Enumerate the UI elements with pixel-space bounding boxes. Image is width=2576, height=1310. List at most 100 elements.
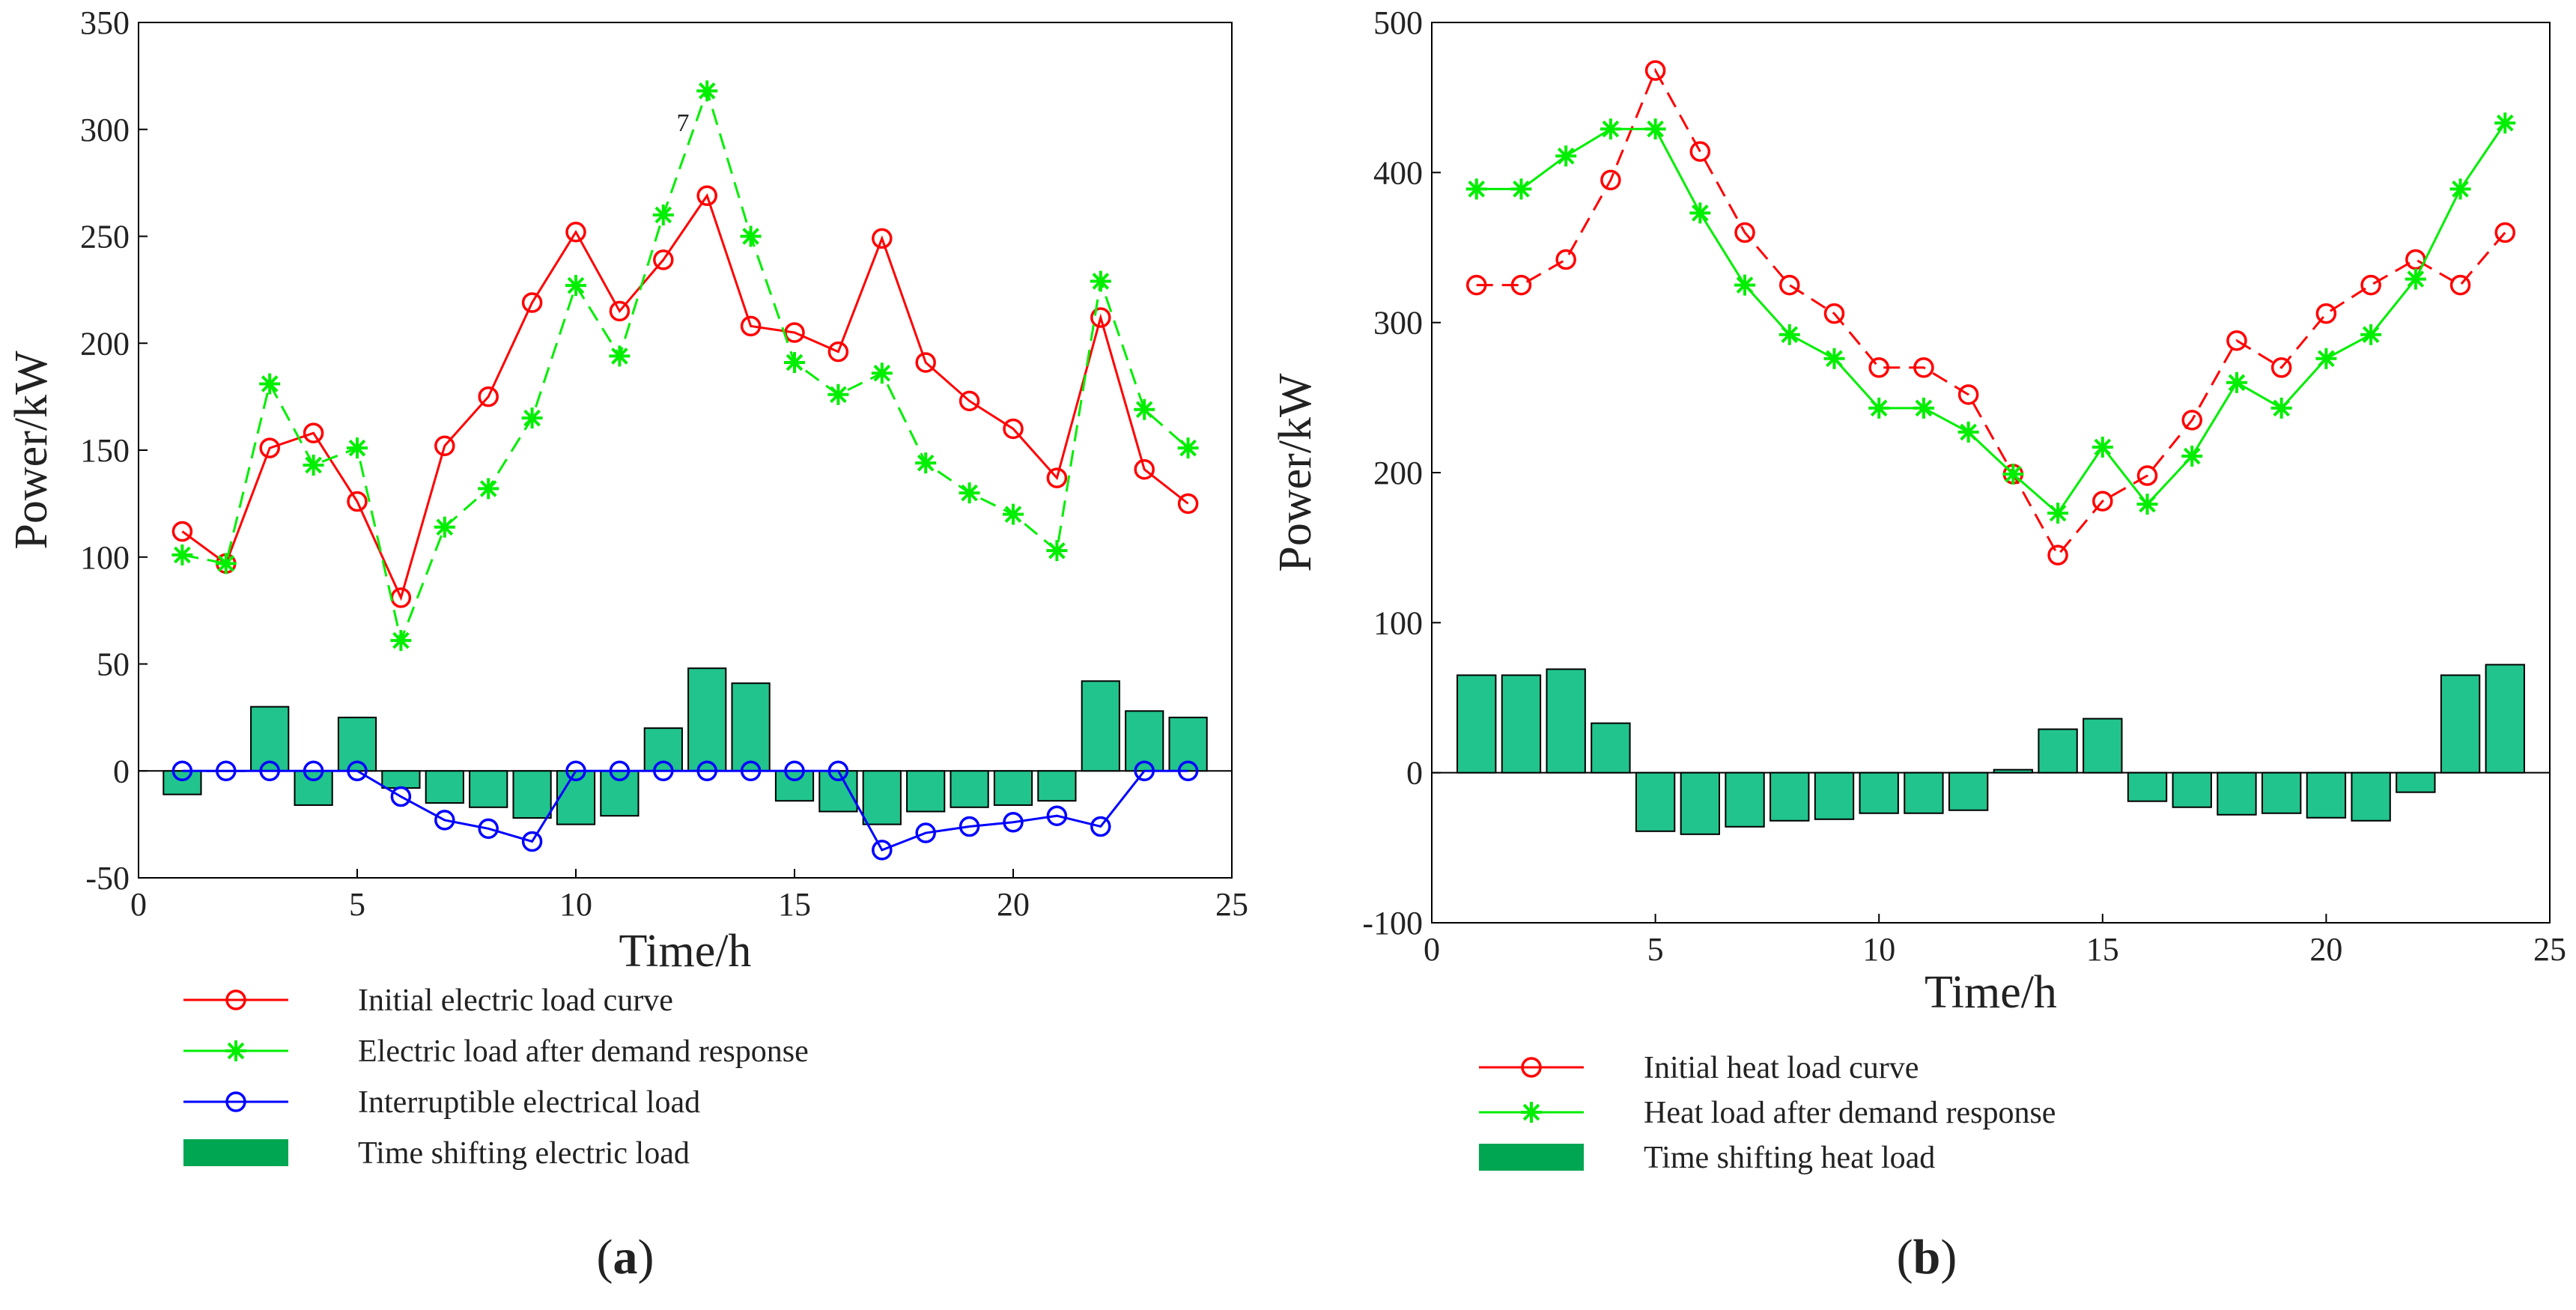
bar — [469, 770, 508, 808]
bar — [1904, 771, 1944, 814]
data-point-star — [2047, 503, 2069, 524]
bar — [993, 770, 1033, 806]
y-tick-label: 50 — [97, 646, 130, 683]
y-tick-label: 300 — [1373, 305, 1423, 342]
x-axis-label: Time/h — [619, 926, 752, 977]
data-point-circle — [2449, 274, 2471, 296]
data-point-star — [259, 373, 281, 395]
data-point-circle — [915, 822, 936, 843]
bar — [862, 770, 902, 825]
bar — [2351, 771, 2391, 822]
data-point-star — [2270, 397, 2292, 419]
data-point-star — [2405, 268, 2426, 290]
data-point-star — [171, 544, 193, 565]
data-point-star — [478, 478, 499, 500]
bar — [2083, 718, 2123, 774]
data-point-circle — [784, 322, 805, 343]
data-point-circle — [1823, 303, 1845, 324]
bar — [1037, 770, 1077, 802]
data-point-circle — [1510, 274, 1532, 296]
legend-swatch-bar — [183, 1139, 288, 1166]
data-point-circle — [2226, 330, 2247, 351]
data-point-circle — [434, 810, 455, 831]
data-point-star — [1465, 178, 1487, 200]
bar — [1456, 674, 1497, 774]
bar — [2485, 664, 2525, 774]
panel-a: 0 5 10 15 20 25-50050100150200250300350Time/h… — [6, 4, 1248, 1285]
data-point-star — [959, 482, 980, 504]
data-point-circle — [2315, 303, 2337, 324]
y-tick-label: -50 — [85, 860, 130, 897]
y-axis-label: Power/kW — [1270, 373, 1321, 572]
data-point-circle — [653, 249, 674, 270]
data-point-star — [303, 454, 324, 476]
x-tick-label: 20 — [997, 886, 1030, 923]
y-tick-label: 350 — [80, 4, 130, 41]
data-point-star — [1734, 274, 1756, 296]
data-point-circle — [1003, 418, 1024, 440]
data-point-star — [2360, 324, 2382, 345]
data-point-circle — [696, 760, 717, 781]
data-point-circle — [959, 816, 980, 837]
data-point-circle — [171, 760, 193, 781]
data-point-circle — [872, 228, 893, 249]
x-tick-label: 5 — [1647, 931, 1664, 968]
legend-marker-star — [1521, 1102, 1542, 1123]
data-point-circle — [696, 185, 717, 207]
data-point-star — [740, 225, 762, 247]
y-tick-label: 0 — [1406, 755, 1423, 792]
y-tick-label: 300 — [80, 112, 130, 148]
data-point-circle — [1134, 760, 1155, 781]
data-point-circle — [740, 315, 762, 337]
data-point-circle — [1957, 384, 1979, 405]
bar — [2172, 771, 2212, 808]
data-point-star — [1689, 202, 1711, 224]
data-point-star — [215, 553, 237, 574]
data-point-star — [915, 452, 937, 474]
data-point-star — [2494, 112, 2516, 134]
bar — [294, 770, 333, 806]
data-point-circle — [827, 341, 849, 363]
data-point-star — [2092, 436, 2113, 458]
data-point-star — [1823, 348, 1845, 369]
data-point-star — [1778, 324, 1800, 345]
data-point-circle — [2136, 465, 2158, 486]
plot-frame — [138, 22, 1233, 879]
data-point-star — [1644, 118, 1666, 140]
data-point-star — [1177, 437, 1199, 459]
panel-label: (a) — [597, 1230, 654, 1285]
data-point-circle — [915, 352, 936, 373]
data-point-circle — [2092, 491, 2113, 512]
legend-swatch-bar — [1479, 1144, 1584, 1171]
bar — [1948, 771, 1989, 811]
x-tick-label: 25 — [1215, 886, 1248, 923]
bar — [2440, 674, 2481, 774]
bar — [2261, 771, 2302, 814]
bar — [2306, 771, 2347, 819]
y-tick-label: -100 — [1362, 905, 1423, 941]
data-point-star — [1090, 270, 1111, 292]
data-point-circle — [1555, 249, 1576, 270]
legend-marker-circle — [1521, 1057, 1542, 1078]
legend-marker-circle — [225, 1091, 246, 1112]
x-tick-label: 5 — [349, 886, 365, 923]
data-point-circle — [1090, 816, 1111, 837]
bar — [600, 770, 640, 817]
data-point-circle — [2494, 222, 2516, 243]
data-point-star — [390, 630, 412, 652]
data-point-circle — [347, 760, 368, 781]
bar — [731, 682, 771, 772]
bar — [162, 770, 202, 795]
data-point-star — [1957, 421, 1979, 443]
bar — [906, 770, 946, 813]
y-axis-label: Power/kW — [6, 351, 57, 550]
data-point-star — [1003, 503, 1024, 525]
bar — [687, 667, 727, 772]
data-point-star — [1913, 397, 1934, 419]
x-tick-label: 0 — [1424, 931, 1440, 968]
data-point-circle — [478, 386, 499, 407]
legend-marker-circle — [225, 989, 246, 1010]
bar — [1725, 771, 1765, 828]
data-point-star — [1134, 398, 1155, 420]
bar — [2217, 771, 2257, 816]
